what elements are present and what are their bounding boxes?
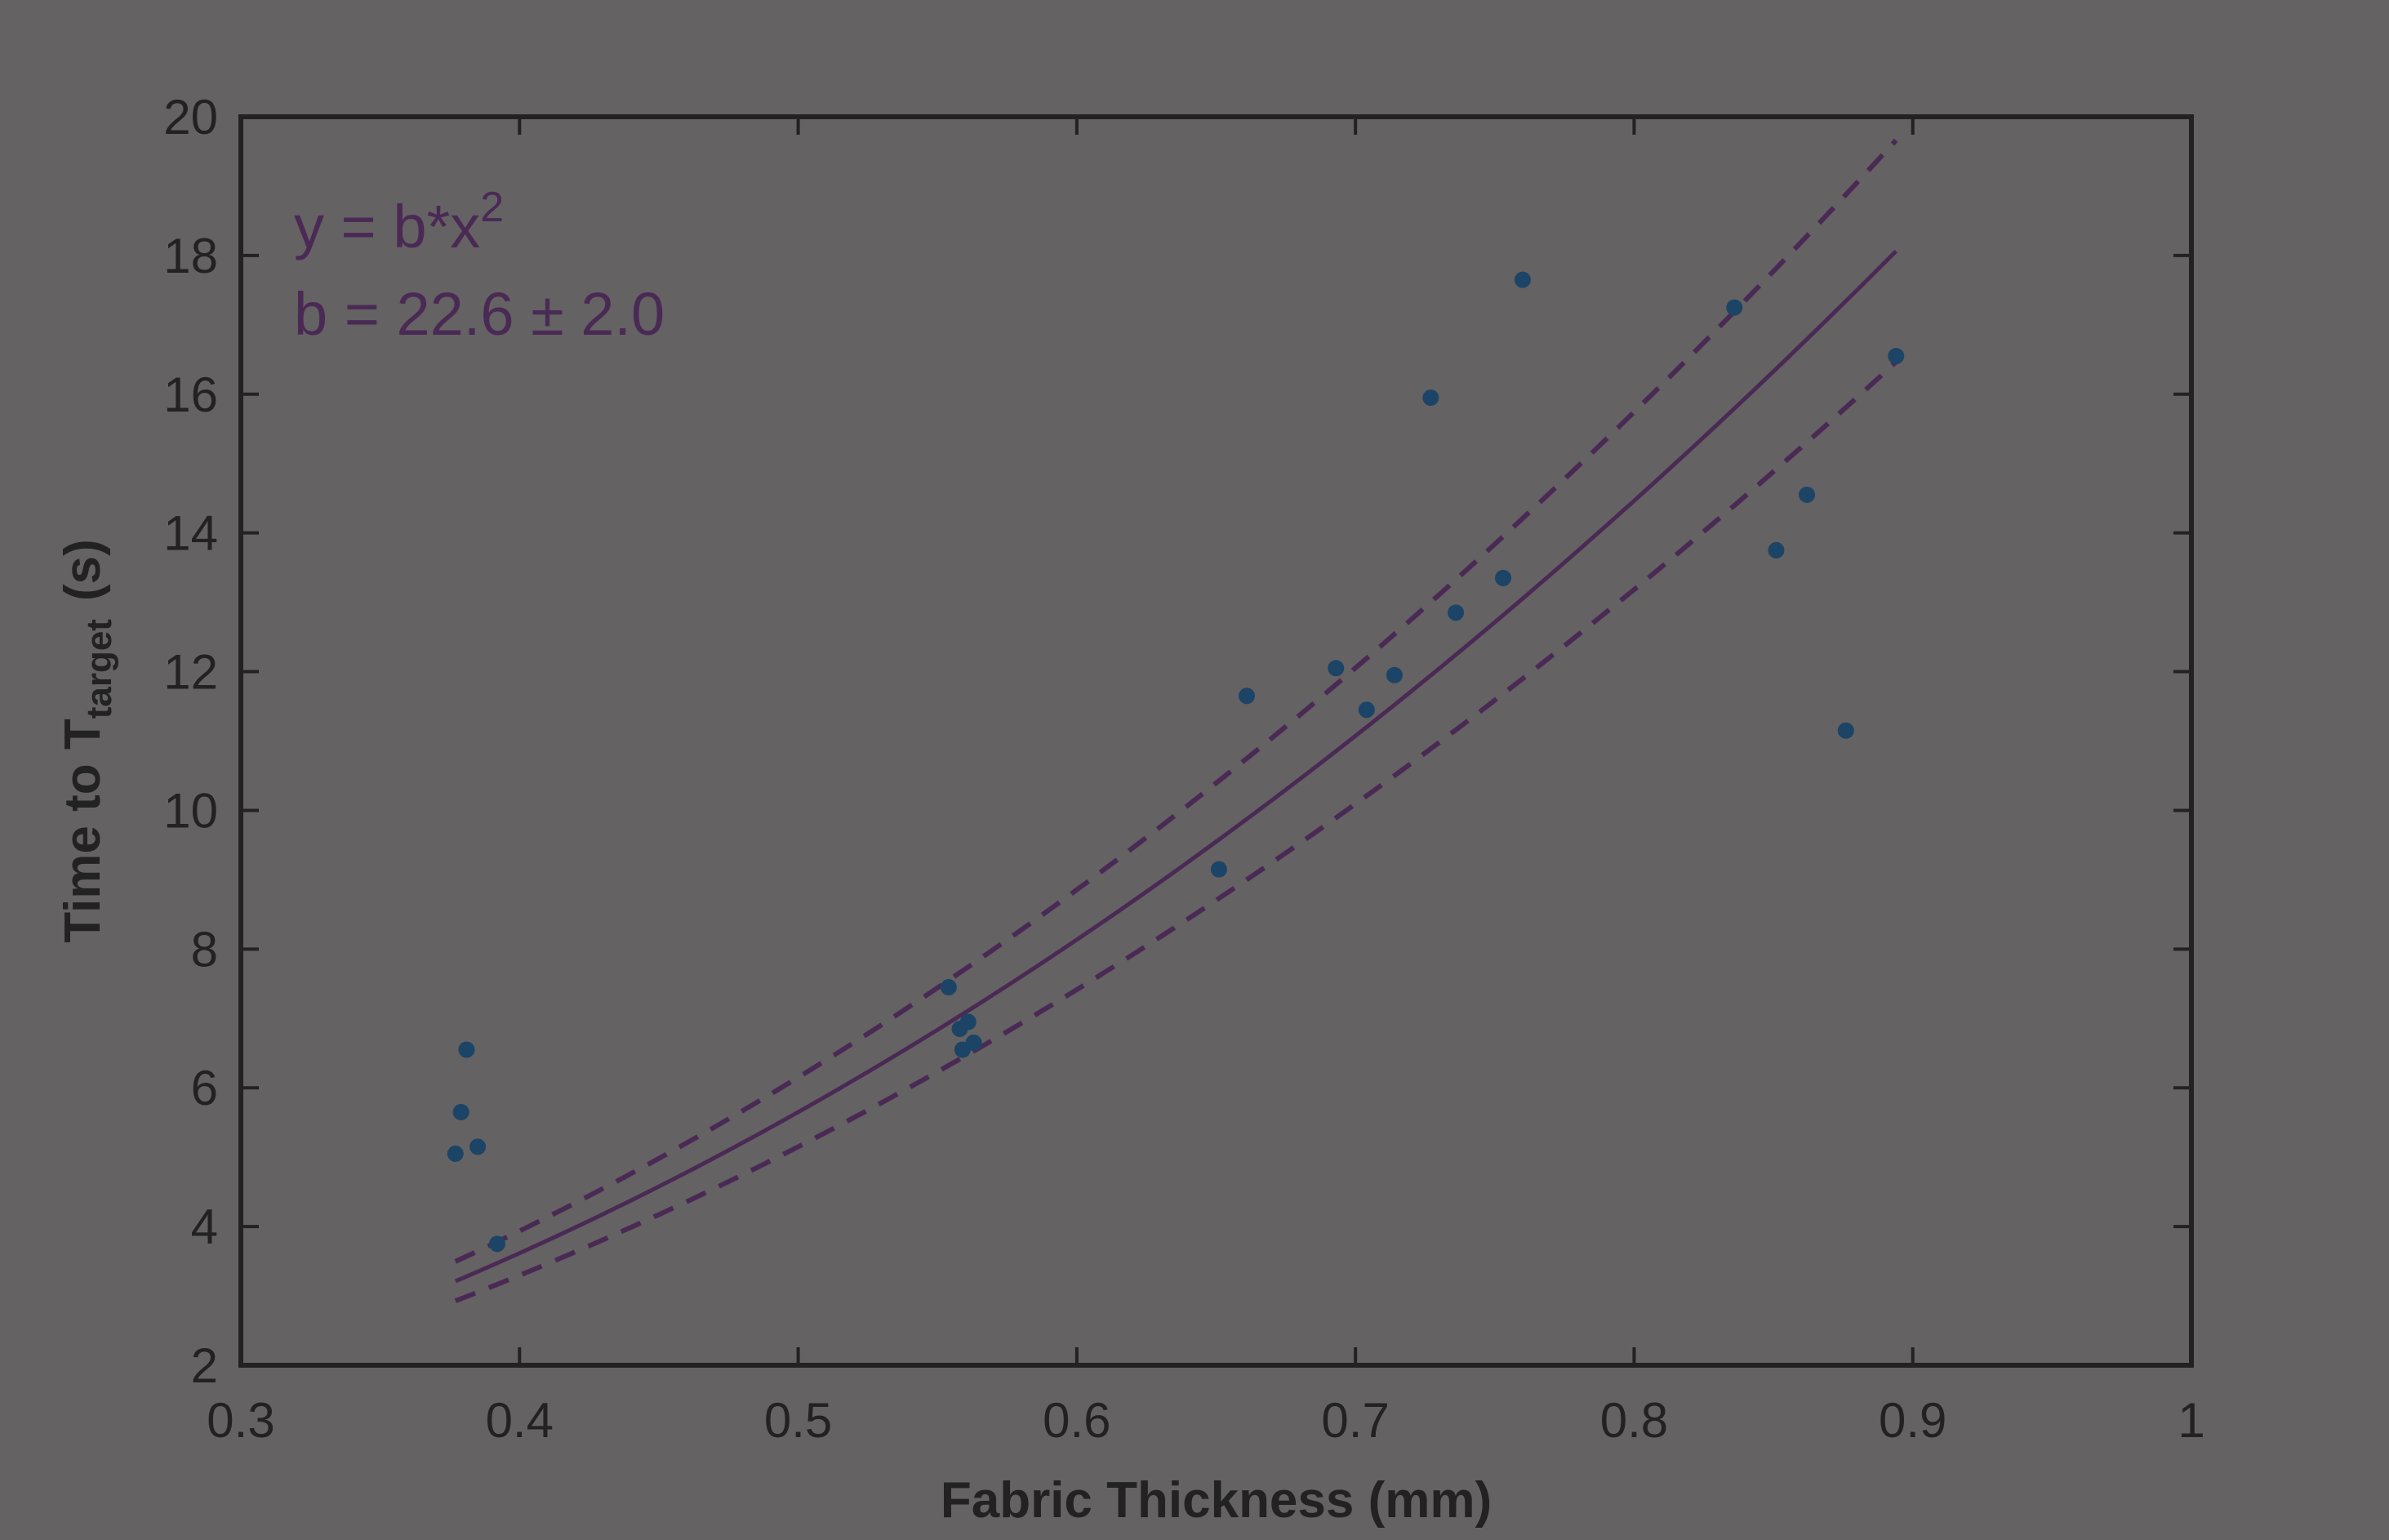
x-tick-label: 0.6 — [1043, 1393, 1110, 1448]
data-point — [1448, 604, 1465, 621]
y-tick-label: 18 — [163, 229, 218, 283]
upper-confidence-curve — [454, 138, 1898, 1264]
y-axis-title-main: Time to T — [55, 719, 111, 943]
y-tick-label: 10 — [163, 783, 218, 838]
fit-curves-layer — [454, 138, 1898, 1303]
x-tick-label: 0.4 — [486, 1393, 554, 1448]
fit-equation-exponent: 2 — [480, 184, 504, 231]
fit-parameter-label: b = 22.6 ± 2.0 — [294, 280, 665, 348]
data-point — [469, 1138, 487, 1155]
plot-frame — [238, 114, 2194, 1368]
data-point — [1514, 271, 1531, 288]
data-point — [965, 1035, 982, 1052]
data-point — [1726, 299, 1743, 316]
data-point — [1386, 666, 1403, 683]
x-tick-label: 0.5 — [764, 1393, 832, 1448]
y-tick-label: 12 — [163, 645, 218, 700]
y-tick-label: 8 — [191, 922, 218, 977]
data-point — [1210, 861, 1227, 878]
data-point — [1888, 348, 1905, 365]
data-point — [959, 1013, 977, 1030]
data-point — [1799, 486, 1816, 503]
y-tick-label: 14 — [163, 506, 218, 561]
data-point — [1358, 701, 1375, 719]
data-point — [452, 1103, 469, 1120]
x-tick-label: 0.7 — [1321, 1393, 1389, 1448]
fit-equation-label: y = b*x2 — [294, 184, 504, 260]
y-axis-title-subscript: target — [79, 619, 119, 719]
x-tick-label: 0.8 — [1600, 1393, 1668, 1448]
data-point — [1328, 660, 1345, 677]
data-point — [1495, 569, 1512, 586]
data-point — [1768, 541, 1785, 559]
y-tick-label: 6 — [191, 1061, 218, 1115]
y-tick-label: 16 — [163, 367, 218, 422]
data-point — [940, 979, 957, 996]
data-point — [1837, 722, 1854, 739]
axes-layer — [238, 114, 2194, 1368]
data-point — [1422, 389, 1439, 407]
data-point — [1239, 688, 1256, 705]
data-point — [447, 1145, 464, 1162]
y-axis-title-unit: (s) — [55, 539, 111, 601]
fit-curve — [454, 249, 1897, 1284]
x-tick-label: 1 — [2178, 1393, 2204, 1448]
lower-confidence-curve — [454, 360, 1898, 1303]
y-tick-label: 4 — [191, 1200, 218, 1254]
data-points-layer — [447, 271, 1905, 1253]
fit-equation-text: y = b*x — [294, 193, 480, 260]
data-point — [488, 1235, 505, 1253]
data-point — [458, 1041, 475, 1058]
x-axis-title: Fabric Thickness (mm) — [941, 1472, 1492, 1529]
x-tick-label: 0.9 — [1879, 1393, 1946, 1448]
x-tick-label: 0.3 — [207, 1393, 274, 1448]
y-axis-title: Time to Ttarget (s) — [55, 539, 119, 942]
y-tick-label: 2 — [191, 1338, 218, 1393]
y-tick-label: 20 — [163, 90, 218, 145]
